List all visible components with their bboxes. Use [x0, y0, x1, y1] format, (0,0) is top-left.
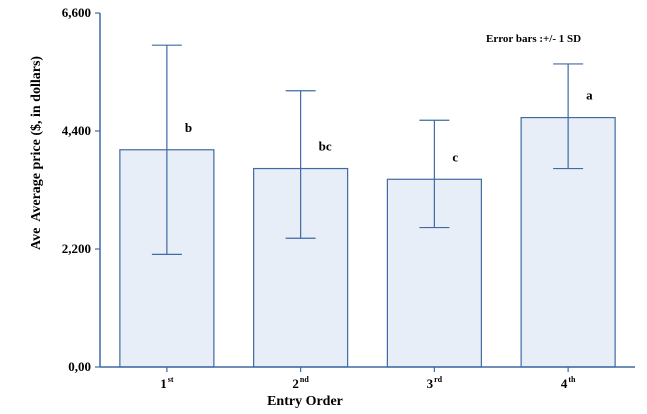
y-axis-title-prefix: Ave	[29, 228, 44, 250]
x-tick-label: 2nd	[292, 375, 309, 391]
x-tick-labels: 1st 2nd 3rd 4th	[160, 367, 576, 391]
y-tick-label: 2,200	[62, 241, 91, 256]
x-axis-title: Entry Order	[267, 394, 343, 409]
error-bar-note: Error bars :+/- 1 SD	[486, 33, 581, 45]
x-tick-label: 3rd	[427, 375, 443, 391]
chart-marks: b bc c a	[119, 44, 616, 368]
significance-letter: a	[586, 88, 593, 103]
significance-letter: c	[452, 149, 458, 164]
y-tick-label: 0,00	[68, 359, 91, 374]
x-tick-label: 4th	[561, 375, 576, 391]
y-tick-label: 4,400	[62, 123, 91, 138]
x-tick-label: 1st	[160, 375, 174, 391]
significance-letter: b	[185, 120, 192, 135]
significance-letter: bc	[319, 139, 332, 154]
y-axis-title-group: Ave Average price ($, in dollars)	[29, 56, 44, 250]
y-axis-title: Ave Average price ($, in dollars)	[29, 56, 44, 250]
y-tick-label: 6,600	[62, 5, 91, 20]
y-axis-title-main: Average price ($, in dollars)	[29, 56, 44, 222]
y-ticks: 0,00 2,200 4,400 6,600	[62, 5, 100, 374]
chart-axes	[99, 13, 635, 368]
